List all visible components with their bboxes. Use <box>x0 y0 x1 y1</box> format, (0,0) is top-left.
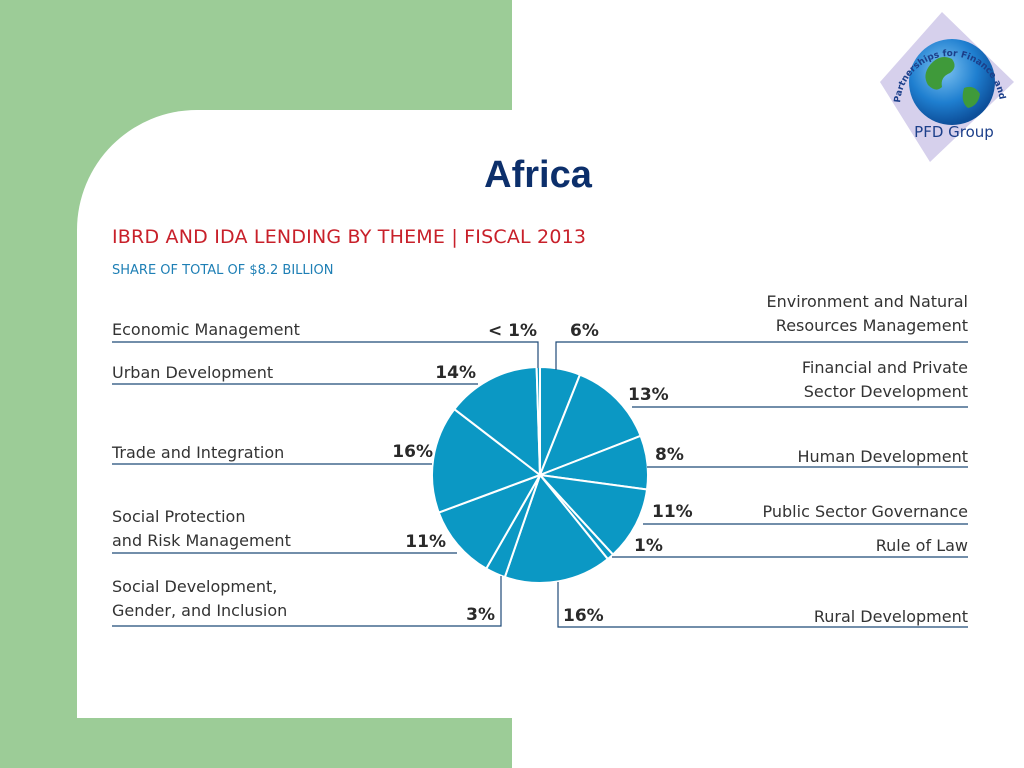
category-label-environment-and-natural-resources-management-line1: Environment and Natural <box>767 292 968 311</box>
data-label-human-development: 8% <box>655 445 684 465</box>
chart-title: IBRD AND IDA LENDING BY THEME | FISCAL 2… <box>112 226 587 248</box>
chart-subtitle: SHARE OF TOTAL OF $8.2 BILLION <box>112 263 334 278</box>
data-label-rule-of-law: 1% <box>634 536 663 556</box>
leader-line-environment-and-natural-resources-management <box>555 341 968 370</box>
leader-line-economic-management <box>112 341 539 368</box>
category-label-urban-development: Urban Development <box>112 363 273 382</box>
leader-lines <box>112 341 968 628</box>
data-label-urban-development: 14% <box>435 363 476 383</box>
leader-line-rural-development <box>557 582 968 628</box>
category-label-human-development: Human Development <box>798 447 969 466</box>
slice-labels: 6% Environment and Natural Resources Manag… <box>111 292 968 626</box>
pie-slice-trade-and-integration <box>431 407 543 514</box>
category-label-environment-and-natural-resources-management-line2: Resources Management <box>776 316 968 335</box>
category-label-social-protection-and-risk-management-line1: Social Protection <box>112 507 245 526</box>
pie-slice-urban-development <box>452 366 542 478</box>
content-card <box>77 110 512 718</box>
category-label-financial-and-private-sector-development-line1: Financial and Private <box>802 358 968 377</box>
category-label-rule-of-law: Rule of Law <box>876 536 968 555</box>
category-label-rural-development: Rural Development <box>814 607 968 626</box>
data-label-trade-and-integration: 16% <box>392 442 433 462</box>
category-label-financial-and-private-sector-development-line2: Sector Development <box>804 382 968 401</box>
category-label-social-development-gender-and-inclusion-line2: Gender, and Inclusion <box>112 601 287 620</box>
category-label-social-development-gender-and-inclusion-line1: Social Development, <box>112 577 277 596</box>
data-label-financial-and-private-sector-development: 13% <box>628 385 669 405</box>
pie-slice-rural-development <box>503 472 610 584</box>
category-label-public-sector-governance: Public Sector Governance <box>763 502 968 521</box>
category-label-economic-management: Economic Management <box>112 320 300 339</box>
globe-land-icon <box>925 57 955 90</box>
pie-slices <box>431 365 649 584</box>
pie-slice-public-sector-governance <box>537 473 649 557</box>
data-label-public-sector-governance: 11% <box>652 502 693 522</box>
category-label-social-protection-and-risk-management-line2: and Risk Management <box>112 531 291 550</box>
data-label-environment-and-natural-resources-management: 6% <box>570 321 599 341</box>
data-label-social-protection-and-risk-management: 11% <box>405 532 446 552</box>
pfd-group-logo: Partnerships for Finance and Development… <box>872 10 1014 162</box>
logo-text: PFD Group <box>914 123 994 141</box>
data-label-economic-management: < 1% <box>488 321 537 341</box>
leader-line-social-development-gender-and-inclusion <box>112 576 502 627</box>
slide-title: Africa <box>484 154 592 196</box>
category-label-trade-and-integration: Trade and Integration <box>111 443 284 462</box>
pie-slice-financial-and-private-sector-development <box>538 373 642 477</box>
data-label-rural-development: 16% <box>563 606 604 626</box>
data-label-social-development-gender-and-inclusion: 3% <box>466 605 495 625</box>
pie-slice-social-protection-and-risk-management <box>437 473 543 571</box>
